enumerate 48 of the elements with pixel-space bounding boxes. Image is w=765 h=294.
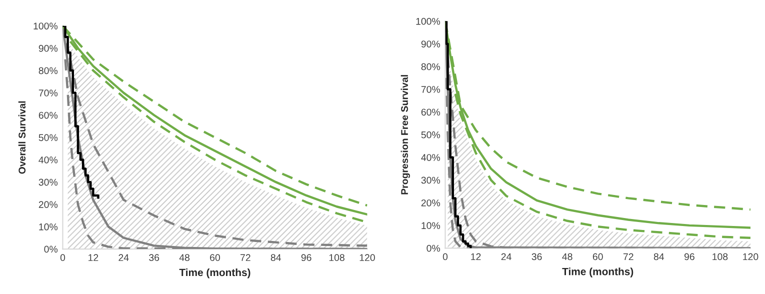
y-axis-title: Overall Survival <box>18 101 26 174</box>
y-tick-label: 50% <box>38 134 58 142</box>
x-tick-label: 24 <box>118 254 129 261</box>
x-axis-title: Time (months) <box>562 268 634 278</box>
y-tick-label: 0% <box>44 246 58 253</box>
y-tick-label: 80% <box>38 67 58 74</box>
y-tick-label: 50% <box>421 131 440 138</box>
y-tick-label: 60% <box>421 108 440 116</box>
x-tick-label: 24 <box>501 253 512 260</box>
x-tick-label: 72 <box>240 254 250 261</box>
x-tick-label: 96 <box>301 254 312 262</box>
y-tick-label: 20% <box>38 201 58 208</box>
y-tick-label: 60% <box>38 112 58 119</box>
x-axis-title: Time (months) <box>179 268 250 278</box>
y-tick-label: 30% <box>421 176 440 184</box>
x-tick-label: 12 <box>471 253 481 260</box>
y-tick-label: 10% <box>39 223 58 230</box>
x-tick-label: 120 <box>743 253 758 260</box>
y-tick-label: 100% <box>34 22 58 30</box>
y-tick-label: 0% <box>426 244 440 252</box>
y-tick-label: 80% <box>421 63 440 70</box>
x-tick-label: 108 <box>712 253 728 260</box>
x-tick-label: 60 <box>210 254 220 262</box>
x-tick-label: 84 <box>270 254 281 262</box>
x-tick-label: 36 <box>532 253 542 260</box>
x-tick-label: 120 <box>360 254 375 262</box>
x-tick-label: 108 <box>329 254 344 262</box>
x-tick-label: 48 <box>562 253 572 260</box>
x-tick-label: 96 <box>684 253 694 260</box>
y-tick-label: 90% <box>38 44 58 52</box>
y-axis-title: Progression Free Survival <box>400 75 410 194</box>
y-tick-label: 90% <box>421 40 440 48</box>
x-tick-label: 0 <box>442 253 448 260</box>
x-tick-label: 72 <box>623 253 634 260</box>
y-tick-label: 40% <box>38 156 58 164</box>
y-tick-label: 100% <box>416 18 440 25</box>
y-tick-label: 20% <box>421 199 440 206</box>
y-tick-label: 30% <box>38 178 58 186</box>
x-tick-label: 12 <box>88 254 98 261</box>
y-tick-label: 70% <box>38 90 58 96</box>
x-tick-label: 0 <box>60 254 66 262</box>
x-tick-label: 36 <box>149 254 160 262</box>
y-tick-label: 40% <box>421 154 440 161</box>
y-tick-label: 10% <box>422 222 440 230</box>
x-tick-label: 84 <box>654 253 664 260</box>
x-tick-label: 48 <box>179 254 190 262</box>
x-tick-label: 60 <box>592 253 603 260</box>
y-tick-label: 70% <box>421 86 440 93</box>
